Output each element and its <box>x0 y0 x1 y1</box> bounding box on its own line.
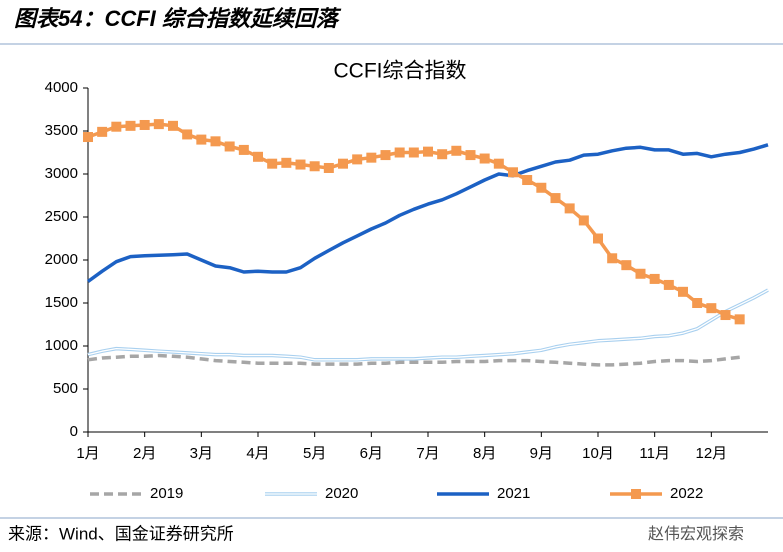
y-tick-label: 2000 <box>45 251 78 268</box>
y-tick-label: 2500 <box>45 208 78 225</box>
marker <box>635 268 646 279</box>
marker <box>83 132 93 143</box>
marker <box>493 158 504 169</box>
x-tick-label: 8月 <box>473 445 496 462</box>
marker <box>323 162 334 173</box>
marker <box>366 152 377 163</box>
marker <box>224 141 235 152</box>
marker <box>564 203 575 214</box>
marker <box>692 298 703 308</box>
source: 来源：Wind、国金证券研究所 <box>8 524 234 543</box>
x-tick-label: 5月 <box>303 445 326 462</box>
legend-label: 2022 <box>670 485 703 502</box>
y-tick-label: 3000 <box>45 165 78 182</box>
marker <box>678 286 688 297</box>
marker <box>550 193 561 204</box>
marker <box>125 120 136 131</box>
marker <box>394 147 405 158</box>
marker <box>352 154 363 165</box>
y-tick-label: 0 <box>70 423 78 440</box>
y-tick-label: 4000 <box>45 79 78 96</box>
legend-label: 2019 <box>150 485 183 502</box>
marker <box>139 119 150 130</box>
marker <box>253 151 263 162</box>
marker <box>437 149 448 160</box>
marker <box>706 303 717 314</box>
marker <box>295 159 306 170</box>
x-tick-label: 10月 <box>582 445 614 462</box>
x-tick-label: 9月 <box>530 445 553 462</box>
marker <box>536 182 547 193</box>
y-tick-label: 3500 <box>45 122 78 139</box>
x-tick-label: 11月 <box>639 445 670 462</box>
marker <box>267 158 278 169</box>
marker <box>479 153 490 164</box>
legend-label: 2021 <box>497 485 530 502</box>
x-tick-label: 12月 <box>695 445 727 462</box>
x-tick-label: 3月 <box>190 445 213 462</box>
y-tick-label: 1000 <box>45 337 78 354</box>
y-tick-label: 500 <box>53 380 78 397</box>
marker <box>663 279 674 290</box>
marker <box>451 145 462 156</box>
line <box>87 353 740 367</box>
marker <box>720 310 731 321</box>
marker <box>182 129 193 140</box>
chart-title: CCFI综合指数 <box>334 60 467 83</box>
marker <box>423 146 433 157</box>
x-tick-label: 6月 <box>360 445 383 462</box>
x-tick-label: 4月 <box>246 445 269 462</box>
marker <box>522 175 533 186</box>
line <box>87 288 769 362</box>
marker <box>238 144 249 155</box>
marker <box>168 120 178 131</box>
marker <box>465 150 476 161</box>
page-title: 图表54：CCFI 综合指数延续回落 <box>14 6 342 31</box>
x-tick-label: 1月 <box>76 445 99 462</box>
marker <box>593 233 603 244</box>
marker <box>408 147 419 158</box>
x-tick-label: 2月 <box>133 445 156 462</box>
line <box>86 143 769 283</box>
marker <box>309 161 320 172</box>
marker <box>380 150 391 161</box>
marker <box>97 126 108 137</box>
marker <box>210 136 221 147</box>
x-tick-label: 7月 <box>416 445 439 462</box>
y-tick-label: 1500 <box>45 294 78 311</box>
marker <box>338 158 348 169</box>
marker <box>578 215 589 226</box>
marker <box>196 134 207 145</box>
marker <box>649 273 660 284</box>
marker <box>111 121 122 132</box>
marker <box>281 157 292 168</box>
marker <box>621 260 632 271</box>
legend-marker <box>631 489 641 499</box>
marker <box>734 314 745 325</box>
marker <box>607 253 618 264</box>
watermark: 赵伟宏观探索 <box>648 525 744 543</box>
marker <box>153 119 164 130</box>
line-inner <box>87 289 769 361</box>
marker <box>508 167 518 178</box>
legend-label: 2020 <box>325 485 358 502</box>
